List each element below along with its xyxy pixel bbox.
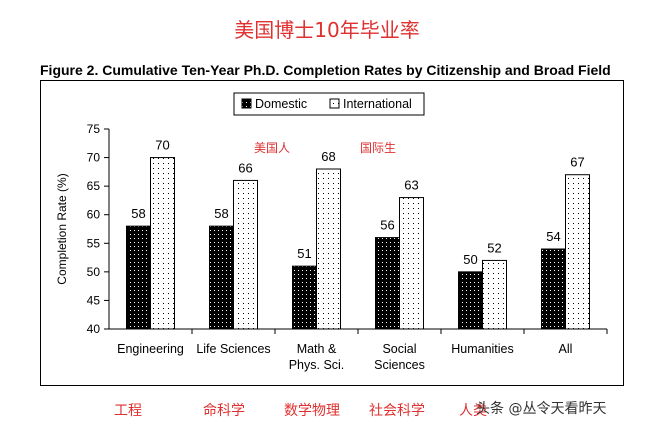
cn-label-engineering: 工程 — [114, 403, 142, 419]
bar-international — [316, 168, 341, 330]
bar-international — [482, 259, 507, 330]
data-label: 63 — [404, 178, 418, 193]
legend-label: Domestic — [255, 97, 307, 111]
domestic-annotation: 美国人 — [254, 141, 291, 155]
cn-label-social: 社会科学 — [369, 403, 425, 419]
y-tick-label: 60 — [87, 208, 101, 222]
bar-chart: 40 45 50 55 60 65 70 75 Completion Rate (%) 58 70 E… — [55, 92, 608, 372]
x-tick-label: Humanities — [451, 342, 514, 356]
legend-box — [233, 92, 425, 116]
bar-international — [233, 179, 258, 330]
y-tick-label: 40 — [87, 322, 101, 336]
data-label: 66 — [238, 160, 252, 175]
bar-international — [150, 157, 175, 330]
international-annotation: 国际生 — [360, 141, 397, 155]
bar-domestic — [541, 248, 566, 330]
x-tick-label: Math & — [297, 342, 337, 356]
figure-title: Figure 2. Cumulative Ten-Year Ph.D. Comp… — [40, 62, 611, 78]
data-label: 54 — [546, 229, 560, 244]
cn-label-math: 数学物理 — [284, 403, 340, 419]
x-tick-label: Sciences — [374, 358, 425, 372]
bar-international — [399, 197, 424, 330]
y-axis-label: Completion Rate (%) — [55, 173, 69, 284]
y-tick-label: 65 — [87, 179, 101, 193]
bar-domestic — [458, 271, 483, 330]
legend-swatch — [329, 98, 340, 109]
chart-frame: 40 45 50 55 60 65 70 75 Completion Rate (%) 58 70 E… — [40, 80, 624, 386]
bar-international — [565, 174, 590, 330]
x-tick-label: Phys. Sci. — [289, 358, 345, 372]
bar-domestic — [292, 265, 317, 330]
x-tick-label: Social — [382, 342, 416, 356]
data-label: 67 — [570, 155, 584, 170]
bar-domestic — [126, 225, 151, 330]
y-tick-label: 45 — [87, 293, 101, 307]
data-label: 70 — [155, 138, 169, 153]
y-tick-label: 70 — [87, 151, 101, 165]
data-label: 56 — [380, 218, 394, 233]
cn-label-humanities: 人类 — [459, 403, 487, 419]
data-label: 58 — [214, 206, 228, 221]
y-tick-label: 55 — [87, 236, 101, 250]
bar-domestic — [375, 237, 400, 330]
x-tick-label: Life Sciences — [196, 342, 270, 356]
cn-label-life-sciences: 命科学 — [203, 403, 245, 419]
watermark: 头条 @丛令天看昨天 — [476, 401, 607, 417]
chinese-title: 美国博士10年毕业率 — [234, 18, 420, 42]
legend-label: International — [343, 97, 412, 111]
x-tick-label: All — [559, 342, 573, 356]
data-label: 58 — [131, 206, 145, 221]
x-tick-label: Engineering — [117, 342, 184, 356]
data-label: 68 — [321, 149, 335, 164]
y-tick-label: 75 — [87, 122, 101, 136]
y-tick-label: 50 — [87, 265, 101, 279]
data-label: 52 — [487, 240, 501, 255]
legend-swatch — [241, 98, 252, 109]
data-label: 51 — [297, 246, 311, 261]
data-label: 50 — [463, 252, 477, 267]
bar-domestic — [209, 225, 234, 330]
